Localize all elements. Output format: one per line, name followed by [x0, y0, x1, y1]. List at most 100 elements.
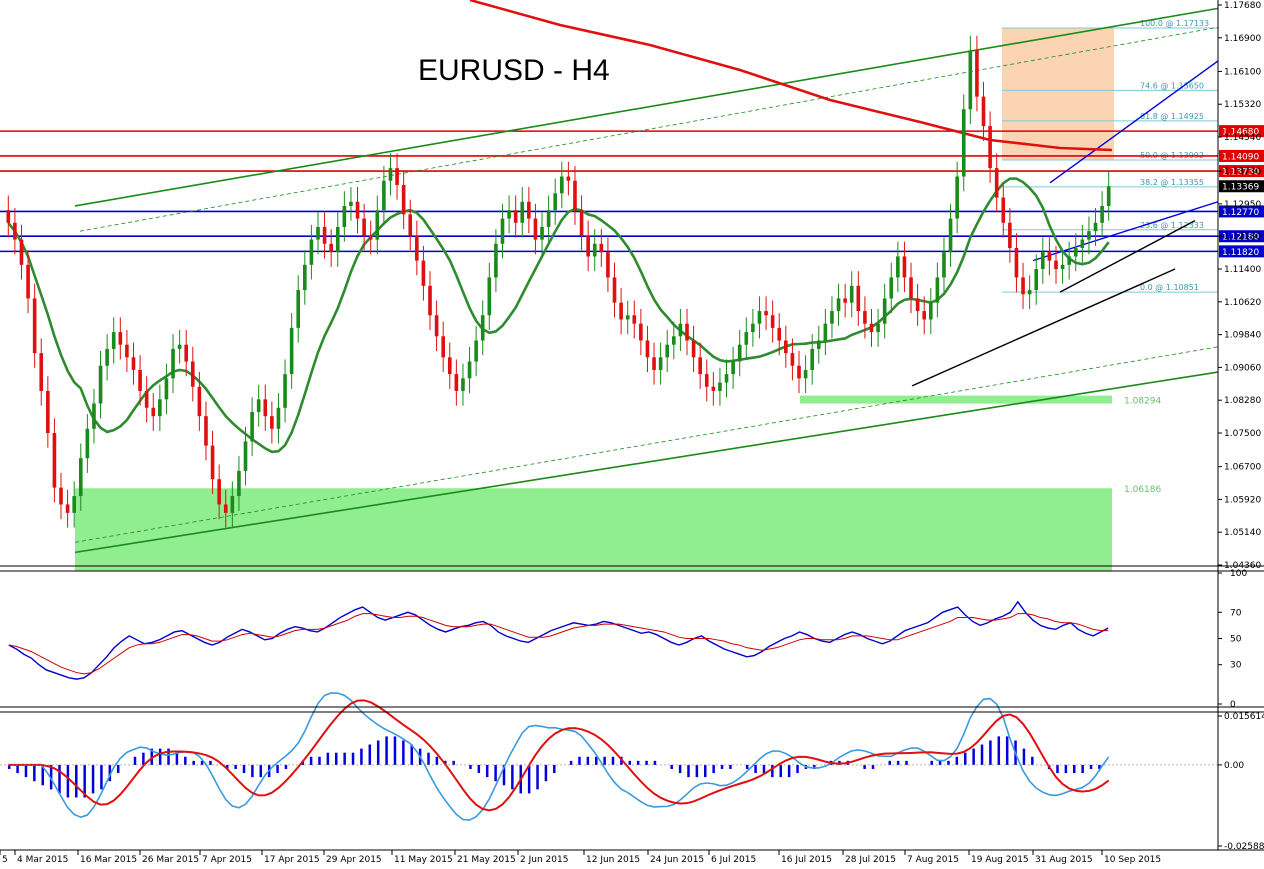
candle-down	[184, 344, 189, 362]
candle-up	[487, 277, 492, 316]
candle-up	[276, 407, 281, 429]
candle-up	[672, 336, 676, 345]
candle-up	[896, 256, 900, 278]
candle-up	[546, 210, 551, 227]
candle-up	[92, 403, 96, 429]
macd-background	[0, 712, 1218, 850]
candle-up	[388, 168, 393, 181]
time-tick-label: 16 Jul 2015	[781, 855, 832, 865]
candle-down	[698, 357, 702, 375]
oscillator-main-line	[8, 600, 1109, 680]
main-price-panel: 1.08294 1.06186 100.0 @ 1.17133 74.6 @ 1.1…	[0, 0, 1264, 573]
candle-down	[13, 222, 17, 240]
price-level-tag	[1219, 165, 1264, 178]
candle-up	[164, 378, 169, 400]
candle-up	[625, 315, 630, 320]
fib-level-label: 38.2 @ 1.13355	[1140, 178, 1204, 187]
candle-down	[863, 311, 867, 324]
candle-up	[665, 344, 670, 358]
time-axis: 5 4 Mar 2015 16 Mar 2015 26 Mar 2015 7 Apr 2…	[0, 850, 1161, 865]
candle-up	[316, 226, 320, 240]
candle-up	[823, 323, 828, 341]
time-tick-label: 26 Mar 2015	[142, 855, 199, 865]
candle-down	[566, 176, 571, 181]
oscillator-tick-label: 0	[1230, 700, 1236, 710]
fib-retracement-area	[1002, 27, 1114, 161]
fibonacci-box: 100.0 @ 1.17133 74.6 @ 1.15650 61.8 @ 1.14…	[1002, 19, 1218, 293]
candle-up	[744, 332, 749, 345]
candle-up	[72, 496, 76, 513]
candle-down	[428, 285, 432, 316]
candle-down	[1021, 277, 1025, 295]
candle-down	[395, 168, 399, 185]
candle-down	[527, 201, 531, 219]
candlesticks	[6, 35, 1111, 528]
price-level-tag	[1219, 205, 1264, 218]
time-tick-label: 12 Jun 2015	[586, 855, 640, 865]
candle-up	[1100, 205, 1104, 223]
candle-down	[612, 277, 617, 303]
candle-up	[658, 357, 663, 370]
candle-up	[296, 290, 301, 328]
upper-green-channel	[74, 7, 1219, 207]
price-tick-label: 1.15320	[1224, 100, 1261, 110]
macd-panel	[0, 692, 1218, 850]
candle-down	[210, 445, 215, 480]
oscillator-tick-label: 50	[1230, 635, 1242, 645]
candle-down	[329, 243, 333, 253]
candle-up	[876, 323, 880, 333]
candle-down	[533, 218, 538, 240]
candle-down	[322, 226, 327, 244]
candle-up	[494, 243, 498, 278]
zone-label: 1.08294	[1124, 397, 1161, 407]
price-level-tag-text: 1.12180	[1222, 233, 1259, 243]
candle-up	[303, 264, 307, 291]
candle-down	[988, 126, 992, 169]
time-tick-label: 5	[2, 855, 8, 865]
candle-up	[105, 348, 109, 366]
candle-up	[1041, 252, 1045, 270]
price-level-tag	[1219, 149, 1264, 162]
upper-green-dashed	[79, 26, 1219, 232]
candle-down	[784, 340, 788, 354]
zone-1-08294	[800, 395, 1112, 404]
candle-up	[1060, 264, 1065, 270]
time-tick-label: 6 Jul 2015	[711, 855, 756, 865]
candle-down	[685, 323, 689, 341]
time-tick-label: 24 Jun 2015	[650, 855, 704, 865]
price-tick-label: 1.04360	[1224, 561, 1261, 571]
time-tick-label: 19 Aug 2015	[971, 855, 1029, 865]
candle-down	[434, 315, 439, 337]
time-tick-label: 31 Aug 2015	[1035, 855, 1093, 865]
price-tick-label: 1.10620	[1224, 298, 1261, 308]
candle-up	[250, 411, 254, 442]
candle-down	[6, 210, 11, 223]
candle-down	[790, 353, 795, 366]
candle-up	[283, 374, 287, 408]
zone-label: 1.06186	[1124, 485, 1161, 495]
candle-up	[882, 298, 887, 324]
candle-up	[467, 361, 472, 379]
fib-level-label: 100.0 @ 1.17133	[1140, 19, 1209, 28]
price-tick-label: 1.14540	[1224, 133, 1261, 143]
time-tick-label: 4 Mar 2015	[17, 855, 68, 865]
support-zones: 1.08294 1.06186	[75, 395, 1161, 573]
candle-up	[309, 239, 314, 265]
blue-channel-upper	[1049, 60, 1219, 184]
candle-down	[975, 50, 979, 97]
candle-down	[1054, 260, 1058, 270]
time-tick-label: 17 Apr 2015	[264, 855, 320, 865]
candle-up	[1034, 269, 1039, 291]
price-tick-label: 1.12950	[1224, 200, 1261, 210]
price-tick-label: 1.08280	[1224, 396, 1261, 406]
candle-down	[415, 235, 419, 261]
candle-down	[777, 327, 782, 341]
candle-up	[256, 399, 261, 412]
candle-down	[1001, 197, 1006, 223]
fib-level-label: 61.8 @ 1.14925	[1140, 112, 1204, 121]
time-tick-label: 10 Sep 2015	[1104, 855, 1161, 865]
panel-frames	[0, 0, 1264, 851]
candle-down	[1008, 222, 1012, 249]
candle-down	[19, 239, 24, 265]
